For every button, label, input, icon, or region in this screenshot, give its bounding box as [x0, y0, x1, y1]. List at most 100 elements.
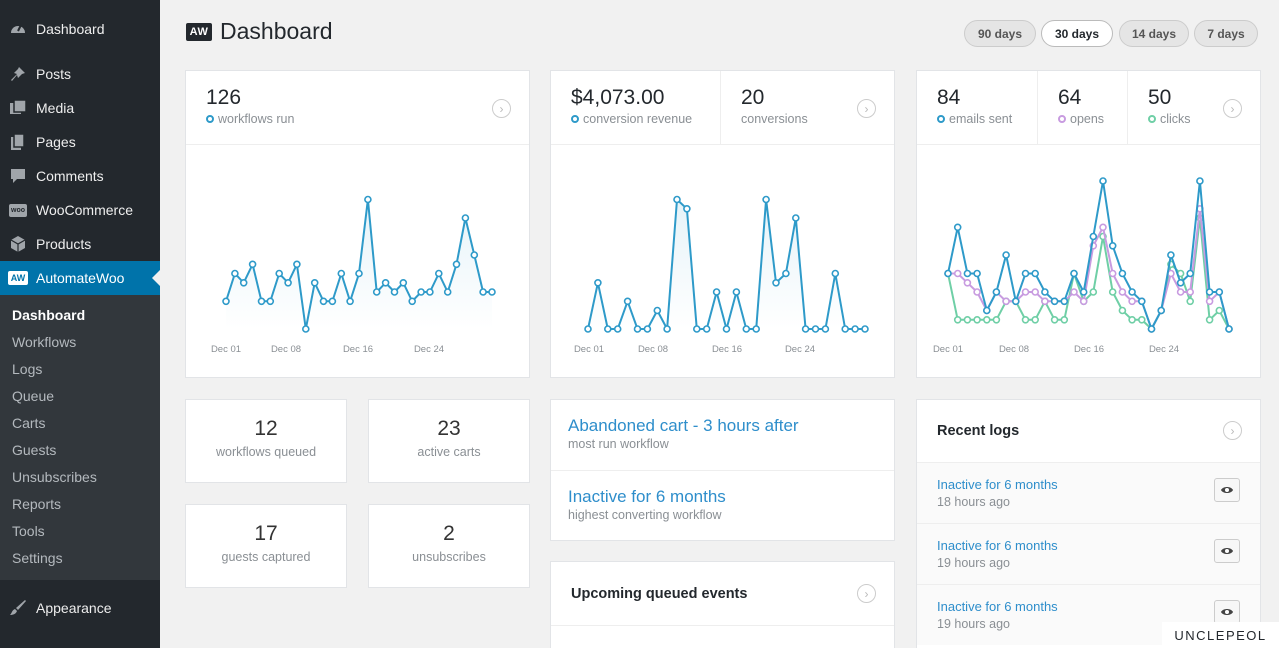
media-icon — [0, 99, 36, 117]
chart-point — [1186, 297, 1195, 306]
chart-point — [1021, 316, 1030, 324]
chart-point — [1205, 288, 1214, 296]
unsubscribes-card[interactable]: 2 unsubscribes — [368, 504, 530, 588]
log-title[interactable]: Inactive for 6 months — [937, 599, 1058, 614]
chevron-right-icon[interactable]: › — [492, 99, 511, 118]
submenu-workflows[interactable]: Workflows — [12, 334, 77, 350]
chart-point — [461, 214, 470, 222]
menu-pages[interactable]: Pages — [0, 125, 160, 159]
chart-point — [346, 297, 354, 306]
chart-point — [963, 279, 972, 287]
view-log-button[interactable] — [1214, 539, 1240, 563]
chevron-right-icon[interactable]: › — [857, 584, 876, 603]
stat-value: 64 — [1058, 86, 1082, 109]
workflows-queued-card[interactable]: 12 workflows queued — [185, 399, 347, 483]
chevron-right-icon[interactable]: › — [1223, 421, 1242, 440]
submenu-settings[interactable]: Settings — [12, 550, 63, 566]
legend-dot-icon — [1058, 115, 1066, 123]
workflow-link[interactable]: Inactive for 6 months — [568, 487, 726, 506]
menu-media[interactable]: Media — [0, 91, 160, 125]
comment-icon — [0, 167, 36, 185]
card-header: 84 emails sent 64 opens 50 clicks › — [917, 71, 1260, 145]
conversions-stat: 20 conversions — [720, 71, 850, 145]
menu-label: Media — [36, 100, 75, 116]
watermark: UNCLEPEOL — [1162, 622, 1279, 648]
chart-point — [944, 269, 952, 278]
chart-point — [408, 297, 416, 306]
log-title[interactable]: Inactive for 6 months — [937, 477, 1058, 492]
chart-point — [1060, 297, 1069, 306]
log-time: 18 hours ago — [937, 495, 1010, 509]
chart-point — [1157, 306, 1165, 315]
aw-logo-badge: AW — [186, 23, 212, 41]
chart-point — [992, 316, 1001, 324]
chart-point — [792, 214, 800, 222]
menu-label: WooCommerce — [36, 202, 133, 218]
legend-dot-icon — [937, 115, 945, 123]
chart-point — [1176, 279, 1185, 287]
submenu-tools[interactable]: Tools — [12, 523, 45, 539]
opens-stat: 64 opens — [1037, 71, 1127, 145]
chart-point — [1002, 297, 1010, 306]
brush-icon — [0, 599, 36, 617]
workflow-link[interactable]: Abandoned cart - 3 hours after — [568, 416, 799, 435]
chart-point — [1118, 288, 1127, 296]
clicks-stat: 50 clicks — [1127, 71, 1217, 145]
submenu-unsubscribes[interactable]: Unsubscribes — [12, 469, 97, 485]
active-carts-card[interactable]: 23 active carts — [368, 399, 530, 483]
stat-value: $4,073.00 — [571, 86, 665, 109]
chart-point — [1128, 297, 1136, 306]
chart-point — [1099, 223, 1107, 232]
range-30-days-button[interactable]: 30 days — [1041, 20, 1113, 47]
chart-point — [782, 269, 790, 278]
mini-stat-label: active carts — [417, 445, 481, 459]
chart-point — [302, 325, 310, 333]
submenu-queue[interactable]: Queue — [12, 388, 55, 404]
menu-products[interactable]: Products — [0, 227, 160, 261]
chart-point — [364, 195, 372, 204]
submenu-carts[interactable]: Carts — [12, 415, 46, 431]
chart-point — [983, 306, 991, 315]
chart-point — [1118, 306, 1127, 315]
chart-point — [1089, 232, 1098, 241]
mini-stat-label: workflows queued — [215, 445, 317, 459]
submenu-reports[interactable]: Reports — [12, 496, 62, 512]
chart-point — [953, 223, 962, 232]
menu-comments[interactable]: Comments — [0, 159, 160, 193]
legend-dot-icon — [206, 115, 214, 123]
panel-title: Upcoming queued events — [571, 586, 748, 602]
submenu-dashboard[interactable]: Dashboard — [12, 307, 86, 323]
range-90-days-button[interactable]: 90 days — [964, 20, 1036, 47]
menu-label: Comments — [36, 168, 104, 184]
submenu-guests[interactable]: Guests — [12, 442, 57, 458]
menu-label: Pages — [36, 134, 76, 150]
range-7-days-button[interactable]: 7 days — [1194, 20, 1258, 47]
chart-point — [953, 269, 962, 278]
emails-sent-stat: 84 emails sent — [917, 71, 1037, 145]
log-row: Inactive for 6 months 19 hours ago — [917, 523, 1260, 584]
menu-appearance[interactable]: Appearance — [0, 591, 160, 625]
view-log-button[interactable] — [1214, 478, 1240, 502]
menu-posts[interactable]: Posts — [0, 57, 160, 91]
chart-point — [293, 260, 301, 269]
mini-stat-value: 23 — [437, 417, 461, 440]
log-row: Inactive for 6 months 18 hours ago — [917, 462, 1260, 523]
menu-automatewoo[interactable]: AW AutomateWoo — [0, 261, 160, 295]
chart-point — [275, 269, 283, 278]
log-title[interactable]: Inactive for 6 months — [937, 538, 1058, 553]
chart-point — [1079, 297, 1088, 306]
range-14-days-button[interactable]: 14 days — [1119, 20, 1189, 47]
menu-dashboard[interactable]: Dashboard — [0, 12, 160, 46]
eye-icon — [1221, 609, 1233, 615]
chart-point — [1050, 297, 1059, 306]
chevron-right-icon[interactable]: › — [857, 99, 876, 118]
submenu-logs[interactable]: Logs — [12, 361, 43, 377]
guests-captured-card[interactable]: 17 guests captured — [185, 504, 347, 588]
log-time: 19 hours ago — [937, 617, 1010, 631]
chart-point — [479, 288, 487, 296]
view-log-button[interactable] — [1214, 600, 1240, 624]
menu-woocommerce[interactable]: woo WooCommerce — [0, 193, 160, 227]
stat-label: workflows run — [206, 112, 294, 126]
x-tick-label: Dec 08 — [999, 344, 1029, 355]
chevron-right-icon[interactable]: › — [1223, 99, 1242, 118]
